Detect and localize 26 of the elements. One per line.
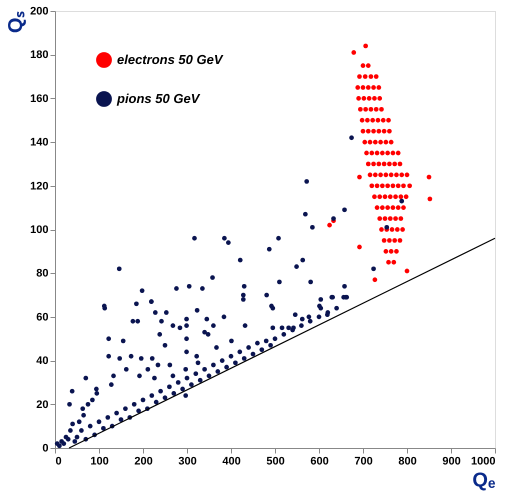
legend-label: electrons 50 GeV [117,52,224,67]
x-tick-label: 1000 [471,456,496,468]
y-tick-label: 80 [36,268,48,280]
y-tick-label: 120 [30,180,48,192]
x-tick-label: 400 [222,456,241,468]
legend-label: pions 50 GeV [116,91,201,106]
x-axis-title: Qₑ [472,470,496,492]
y-tick-label: 60 [36,311,48,324]
x-tick-label: 0 [56,456,62,468]
x-tick-label: 100 [90,456,109,468]
y-tick-label: 160 [30,92,48,105]
y-tick-label: 180 [30,49,48,62]
x-tick-label: 500 [266,456,285,468]
y-tick-label: 140 [30,136,48,149]
y-tick-label: 20 [36,398,48,411]
x-tick-label: 800 [398,456,417,468]
x-tick-label: 600 [310,456,329,468]
x-tick-label: 200 [134,456,153,468]
x-tick-label: 300 [178,456,197,468]
y-tick-label: 200 [30,6,48,18]
y-tick-label: 40 [36,355,48,368]
y-tick-label: 0 [42,442,48,454]
y-tick-label: 100 [30,224,48,236]
x-tick-label: 900 [442,456,461,468]
y-axis-title: Qₛ [5,10,28,34]
x-tick-label: 700 [354,456,373,468]
